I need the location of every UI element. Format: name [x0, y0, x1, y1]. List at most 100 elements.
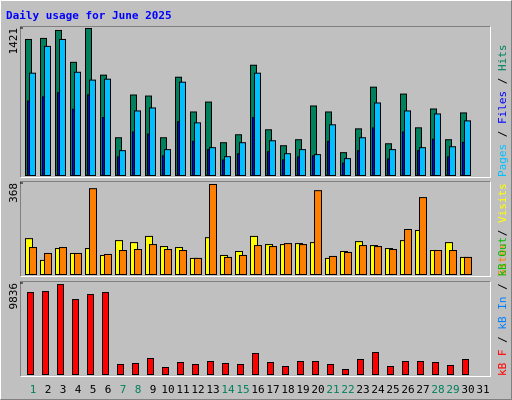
bar [329, 255, 337, 275]
panel-edge-light [20, 26, 491, 178]
x-tick-label: 30 [461, 383, 474, 396]
legend-entry: Hits [496, 45, 509, 72]
bar [404, 228, 412, 276]
bar [57, 284, 64, 376]
bar [464, 120, 471, 176]
bar [329, 124, 336, 177]
bar [312, 361, 319, 375]
y-max-label: 9836 [7, 283, 20, 310]
bar [102, 292, 109, 375]
bar [164, 249, 172, 276]
legend-entry: Visits [496, 183, 509, 223]
bar [297, 361, 304, 375]
x-tick-label: 18 [281, 383, 294, 396]
bar [372, 352, 379, 375]
bar [387, 366, 394, 375]
x-tick-label: 9 [150, 383, 157, 396]
bar [344, 158, 351, 176]
bar [404, 110, 411, 176]
x-tick-label: 23 [356, 383, 369, 396]
bar [254, 245, 262, 275]
legend-separator: / [496, 71, 509, 91]
bar [119, 250, 127, 275]
x-tick-label: 14 [221, 383, 235, 396]
bar [72, 299, 79, 376]
bar [74, 71, 81, 176]
bar [29, 72, 36, 176]
x-tick-label: 6 [105, 383, 112, 396]
bar [59, 247, 67, 275]
x-tick-label: 22 [341, 383, 354, 396]
bar [209, 147, 216, 176]
bar [192, 364, 199, 376]
legend: Sites / Visits [496, 183, 509, 276]
bar [59, 38, 66, 177]
bar [419, 197, 427, 275]
x-tick-label: 5 [90, 383, 97, 396]
chart-title: Daily usage for June 2025 [6, 9, 172, 22]
legend-separator: / [496, 330, 509, 350]
x-tick-label: 4 [75, 383, 82, 396]
bar [432, 362, 439, 376]
bar [42, 291, 49, 375]
bar [147, 358, 154, 375]
bar [179, 81, 186, 176]
x-tick-label: 27 [416, 383, 429, 396]
bar [224, 156, 231, 176]
bar [434, 250, 442, 275]
x-tick-label: 21 [326, 383, 339, 396]
legend-entry: Pages [496, 144, 509, 177]
legend: Pages / Files / Hits [496, 45, 509, 178]
x-tick-label: 24 [371, 383, 385, 396]
x-tick-label: 12 [191, 383, 204, 396]
bar [134, 110, 141, 176]
bar [194, 122, 201, 176]
bar [207, 361, 214, 375]
bar [462, 359, 469, 376]
bar [344, 251, 352, 276]
bar [299, 244, 307, 276]
x-tick-label: 2 [45, 383, 52, 396]
bar [179, 250, 187, 275]
bar [254, 72, 261, 176]
bar [299, 149, 306, 176]
x-tick-label: 7 [120, 383, 127, 396]
bar [239, 142, 246, 176]
x-tick-label: 11 [176, 383, 189, 396]
bar [29, 247, 37, 275]
bar [252, 353, 259, 376]
y-max-label: 368 [7, 183, 20, 203]
bar [267, 362, 274, 376]
bar [164, 149, 171, 176]
bar [44, 45, 51, 177]
x-tick-label: 16 [251, 383, 264, 396]
bar [284, 153, 291, 176]
bar [239, 254, 247, 276]
bar [282, 366, 289, 375]
bar [209, 183, 217, 276]
x-tick-label: 19 [296, 383, 309, 396]
bar [194, 257, 202, 276]
x-tick-label: 8 [135, 383, 142, 396]
x-tick-label: 15 [236, 383, 249, 396]
bar [104, 253, 112, 275]
legend: kB F / kB In / kB Out [496, 237, 509, 376]
x-tick-label: 20 [311, 383, 324, 396]
x-tick-label: 17 [266, 383, 279, 396]
bar [359, 137, 366, 176]
bar [44, 252, 52, 275]
bar [89, 188, 97, 275]
panel-edge-dark [20, 181, 491, 277]
bar [74, 252, 82, 275]
legend-separator: / [496, 277, 509, 297]
bar [89, 79, 96, 176]
x-tick-label: 1 [30, 383, 37, 396]
bar [314, 154, 321, 177]
bar [449, 146, 456, 176]
bar [434, 113, 441, 176]
bar [269, 246, 277, 276]
bar [87, 294, 94, 375]
bar [104, 78, 111, 176]
